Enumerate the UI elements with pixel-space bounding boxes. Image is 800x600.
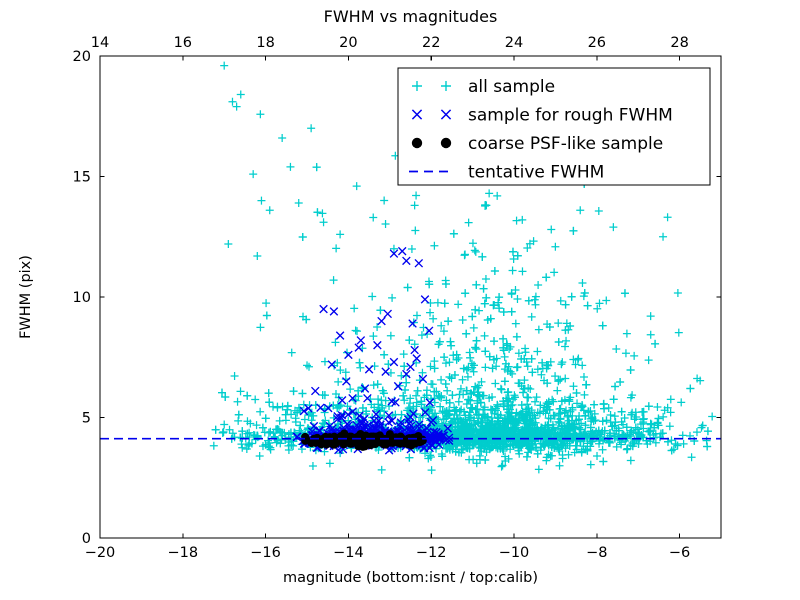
x-tick-label-top: 24 <box>505 35 523 51</box>
x-tick-label-top: 18 <box>256 35 274 51</box>
legend-item[interactable]: sample for rough FWHM <box>411 106 673 126</box>
y-axis-title: FWHM (pix) <box>18 255 34 339</box>
page-title: FWHM vs magnitudes <box>324 7 498 26</box>
x-tick-label-bottom: −12 <box>416 545 447 561</box>
axes-layer <box>99 55 722 539</box>
legend-item[interactable]: tentative FWHM <box>409 163 604 183</box>
x-tick-label-bottom: −14 <box>333 545 364 561</box>
x-tick-label-bottom: −8 <box>586 545 607 561</box>
legend-item-label: coarse PSF-like sample <box>468 134 663 154</box>
x-tick-label-top: 26 <box>588 35 606 51</box>
legend-item-label: tentative FWHM <box>468 163 604 183</box>
y-tick-label: 0 <box>82 531 91 547</box>
legend-item[interactable]: all sample <box>412 77 555 97</box>
x-tick-label-bottom: −6 <box>669 545 690 561</box>
x-tick-label-top: 16 <box>174 35 192 51</box>
legend-item-label: sample for rough FWHM <box>468 106 673 126</box>
x-tick-label-top: 14 <box>91 35 109 51</box>
legend-item[interactable]: coarse PSF-like sample <box>411 134 663 154</box>
x-tick-label-bottom: −16 <box>250 545 281 561</box>
x-axis-title: magnitude (bottom:isnt / top:calib) <box>283 570 538 586</box>
y-tick-label: 15 <box>73 170 91 186</box>
legend[interactable]: all sample sample for rough FWHM coarse PS… <box>397 67 711 186</box>
x-tick-label-bottom: −20 <box>85 545 116 561</box>
y-tick-label: 20 <box>73 49 91 65</box>
x-tick-label-top: 20 <box>339 35 357 51</box>
x-tick-label-bottom: −18 <box>167 545 198 561</box>
x-tick-label-top: 28 <box>670 35 688 51</box>
y-tick-label: 5 <box>82 411 91 427</box>
x-tick-label-bottom: −10 <box>499 545 530 561</box>
axis-labels-layer: −20 −18 −16 −14 −12 −10 −8 −6 14 16 18 20 22 24 26 28 0 5… <box>18 7 690 586</box>
legend-frame <box>397 67 711 186</box>
y-tick-label: 10 <box>73 290 91 306</box>
x-tick-label-top: 22 <box>422 35 440 51</box>
legend-item-label: all sample <box>468 77 555 97</box>
